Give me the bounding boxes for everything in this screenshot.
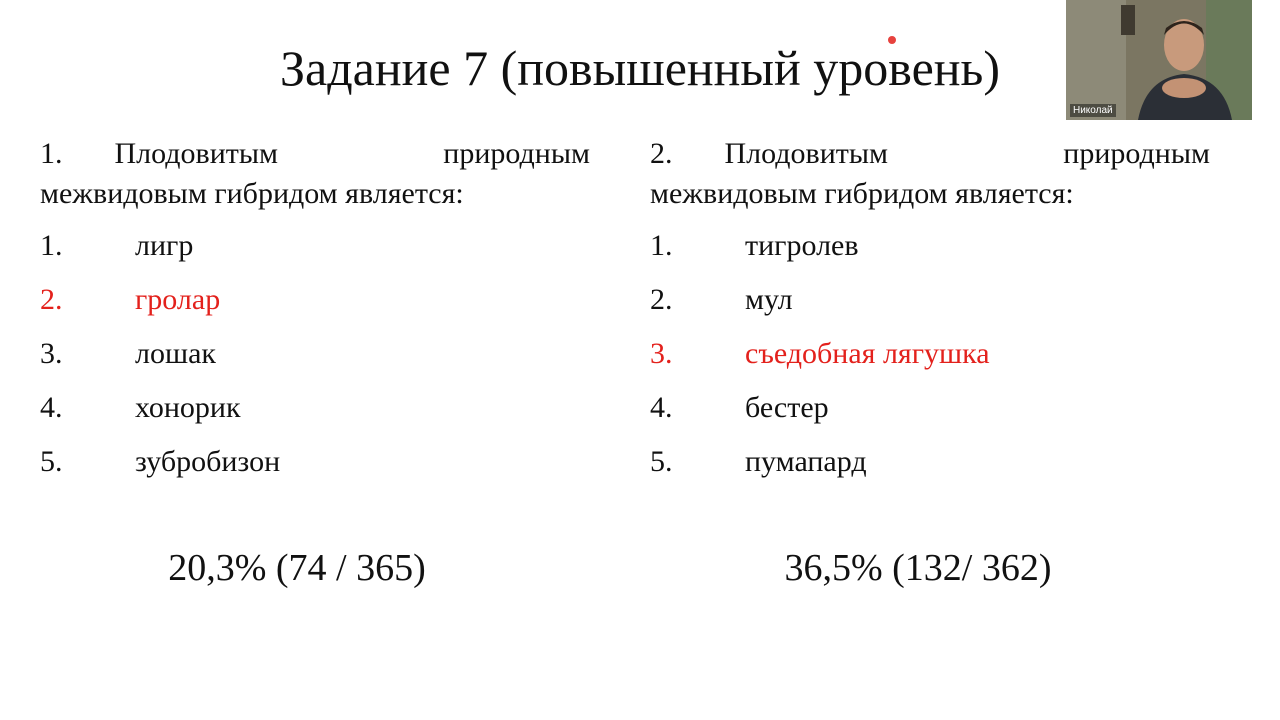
option: 5. пумапард <box>650 442 1210 496</box>
option: 2. мул <box>650 280 1210 334</box>
question-number: 1. <box>40 137 63 170</box>
option-text: гролар <box>135 283 221 316</box>
option-text: хонорик <box>135 391 241 424</box>
participant-name: Николай <box>1070 104 1116 117</box>
option-text: бестер <box>745 391 829 424</box>
webcam: Николай <box>1066 0 1252 120</box>
option-number: 2. <box>40 283 63 316</box>
question: 1. Плодовитым природным межвидовым гибрид… <box>40 134 590 214</box>
option-number: 1. <box>40 229 63 262</box>
option: 1. тигролев <box>650 226 1210 280</box>
result: 36,5% (132/ 362) <box>784 547 1052 589</box>
question-text: Плодовитым природным межвидовым гибридом… <box>650 137 1210 210</box>
option-number: 2. <box>650 283 673 316</box>
option-number: 4. <box>40 391 63 424</box>
option-number: 1. <box>650 229 673 262</box>
question-text: Плодовитым природным межвидовым гибридом… <box>40 137 590 210</box>
option-number: 4. <box>650 391 673 424</box>
option: 4. хонорик <box>40 388 590 442</box>
option-text: лошак <box>135 337 216 370</box>
option: 4. бестер <box>650 388 1210 442</box>
option: 2. гролар <box>40 280 590 334</box>
pointer <box>888 36 896 44</box>
option-text: мул <box>745 283 793 316</box>
option-number: 3. <box>40 337 63 370</box>
option-text: съедобная лягушка <box>745 337 990 370</box>
question-column: 1. Плодовитым природным межвидовым гибрид… <box>40 134 590 496</box>
option-number: 5. <box>650 445 673 478</box>
option: 3. съедобная лягушка <box>650 334 1210 388</box>
slide-title: Задание 7 (повышенный уровень) <box>280 40 1000 96</box>
option-text: пумапард <box>745 445 867 478</box>
option-text: тигролев <box>745 229 859 262</box>
option: 1. лигр <box>40 226 590 280</box>
webcam-video <box>1066 0 1252 120</box>
question-column: 2. Плодовитым природным межвидовым гибрид… <box>650 134 1210 496</box>
option-number: 3. <box>650 337 673 370</box>
option-text: лигр <box>135 229 194 262</box>
option: 3. лошак <box>40 334 590 388</box>
option: 5. зубробизон <box>40 442 590 496</box>
option-text: зубробизон <box>135 445 281 478</box>
option-number: 5. <box>40 445 63 478</box>
question-number: 2. <box>650 137 673 170</box>
question: 2. Плодовитым природным межвидовым гибрид… <box>650 134 1210 214</box>
result: 20,3% (74 / 365) <box>168 547 426 589</box>
